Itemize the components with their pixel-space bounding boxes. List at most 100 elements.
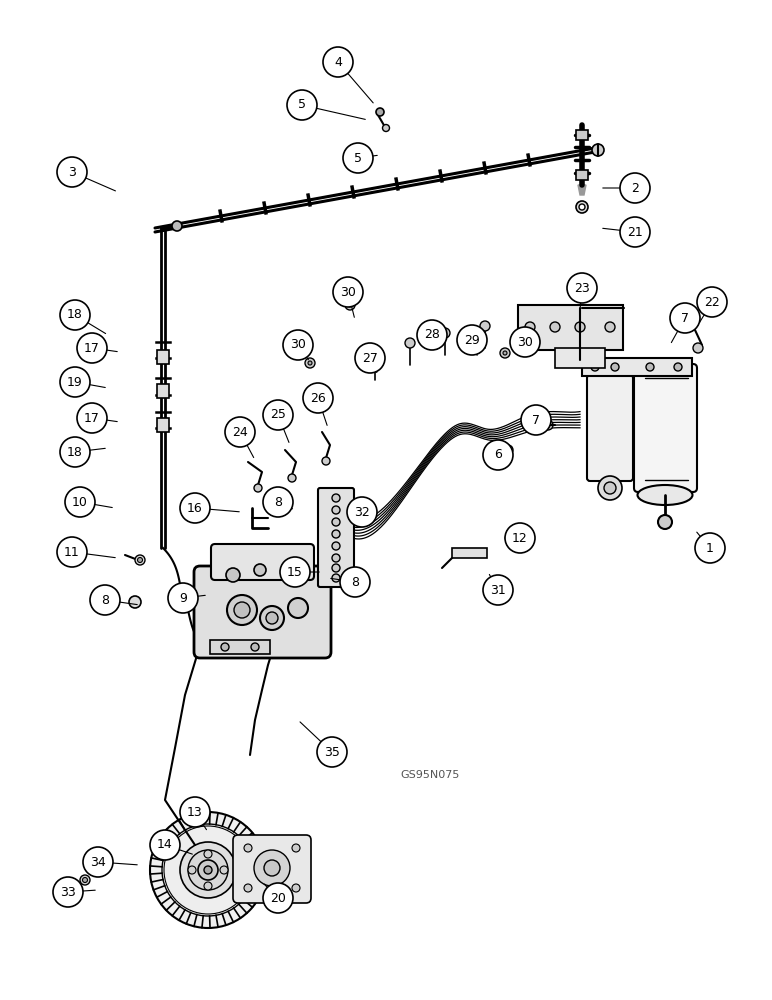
Circle shape [308,361,312,365]
Circle shape [550,322,560,332]
Circle shape [347,497,377,527]
Circle shape [332,506,340,514]
Text: 17: 17 [84,342,100,355]
Circle shape [225,417,255,447]
Circle shape [172,221,182,231]
Circle shape [137,558,143,562]
Circle shape [332,494,340,502]
Circle shape [283,330,313,360]
Circle shape [83,847,113,877]
Circle shape [288,598,308,618]
Circle shape [355,343,385,373]
Circle shape [60,300,90,330]
Circle shape [204,882,212,890]
Circle shape [658,515,672,529]
Circle shape [332,574,340,582]
Bar [157,418,169,432]
Text: 33: 33 [60,886,76,898]
Circle shape [80,875,90,885]
Circle shape [345,300,355,310]
Text: 3: 3 [68,165,76,178]
Circle shape [521,405,551,435]
Circle shape [83,878,87,882]
Text: 18: 18 [67,308,83,322]
Circle shape [221,643,229,651]
Circle shape [69,892,75,898]
Circle shape [266,612,278,624]
Circle shape [168,583,198,613]
Circle shape [244,884,252,892]
Text: 1: 1 [706,542,714,554]
Text: 18: 18 [67,446,83,458]
Text: 30: 30 [290,338,306,352]
FancyBboxPatch shape [211,544,314,580]
Bar [157,384,169,398]
Circle shape [227,595,257,625]
Circle shape [510,327,540,357]
Circle shape [340,567,370,597]
Circle shape [674,363,682,371]
Circle shape [332,564,340,572]
Circle shape [263,883,293,913]
Bar [576,130,588,140]
Circle shape [288,474,296,482]
Circle shape [693,343,703,353]
Circle shape [317,737,347,767]
Text: 12: 12 [512,532,528,544]
Circle shape [292,844,300,852]
Circle shape [204,850,212,858]
Text: 4: 4 [334,55,342,68]
Text: 30: 30 [340,286,356,298]
Circle shape [591,363,599,371]
Text: 35: 35 [324,746,340,758]
FancyBboxPatch shape [318,488,354,587]
Text: 9: 9 [179,591,187,604]
Circle shape [333,277,363,307]
Text: 5: 5 [298,99,306,111]
Text: 26: 26 [310,391,326,404]
Circle shape [180,493,210,523]
Circle shape [483,440,513,470]
Circle shape [60,367,90,397]
Circle shape [57,537,87,567]
Circle shape [605,322,615,332]
Text: 14: 14 [157,838,173,852]
Circle shape [244,844,252,852]
Circle shape [332,542,340,550]
Circle shape [150,830,180,860]
Circle shape [164,826,252,914]
Text: 19: 19 [67,375,83,388]
Text: 11: 11 [64,546,80,558]
Circle shape [180,842,236,898]
Circle shape [332,530,340,538]
Text: 27: 27 [362,352,378,364]
FancyBboxPatch shape [194,566,331,658]
Circle shape [505,523,535,553]
Circle shape [135,555,145,565]
Text: 5: 5 [354,151,362,164]
Text: 24: 24 [232,426,248,438]
Circle shape [695,533,725,563]
Text: 23: 23 [574,282,590,294]
Text: 30: 30 [517,336,533,349]
Text: 13: 13 [187,806,203,818]
Circle shape [57,157,87,187]
Circle shape [93,860,103,870]
Circle shape [77,403,107,433]
Text: 32: 32 [354,506,370,518]
Text: 17: 17 [84,412,100,424]
Circle shape [332,518,340,526]
Text: 2: 2 [631,182,639,194]
Circle shape [254,564,266,576]
Circle shape [376,108,384,116]
Circle shape [198,860,218,880]
Circle shape [220,866,228,874]
Circle shape [576,201,588,213]
Circle shape [670,303,700,333]
Circle shape [204,866,212,874]
Circle shape [611,363,619,371]
Bar [452,548,487,558]
Circle shape [500,348,510,358]
Circle shape [254,484,262,492]
Circle shape [280,557,310,587]
